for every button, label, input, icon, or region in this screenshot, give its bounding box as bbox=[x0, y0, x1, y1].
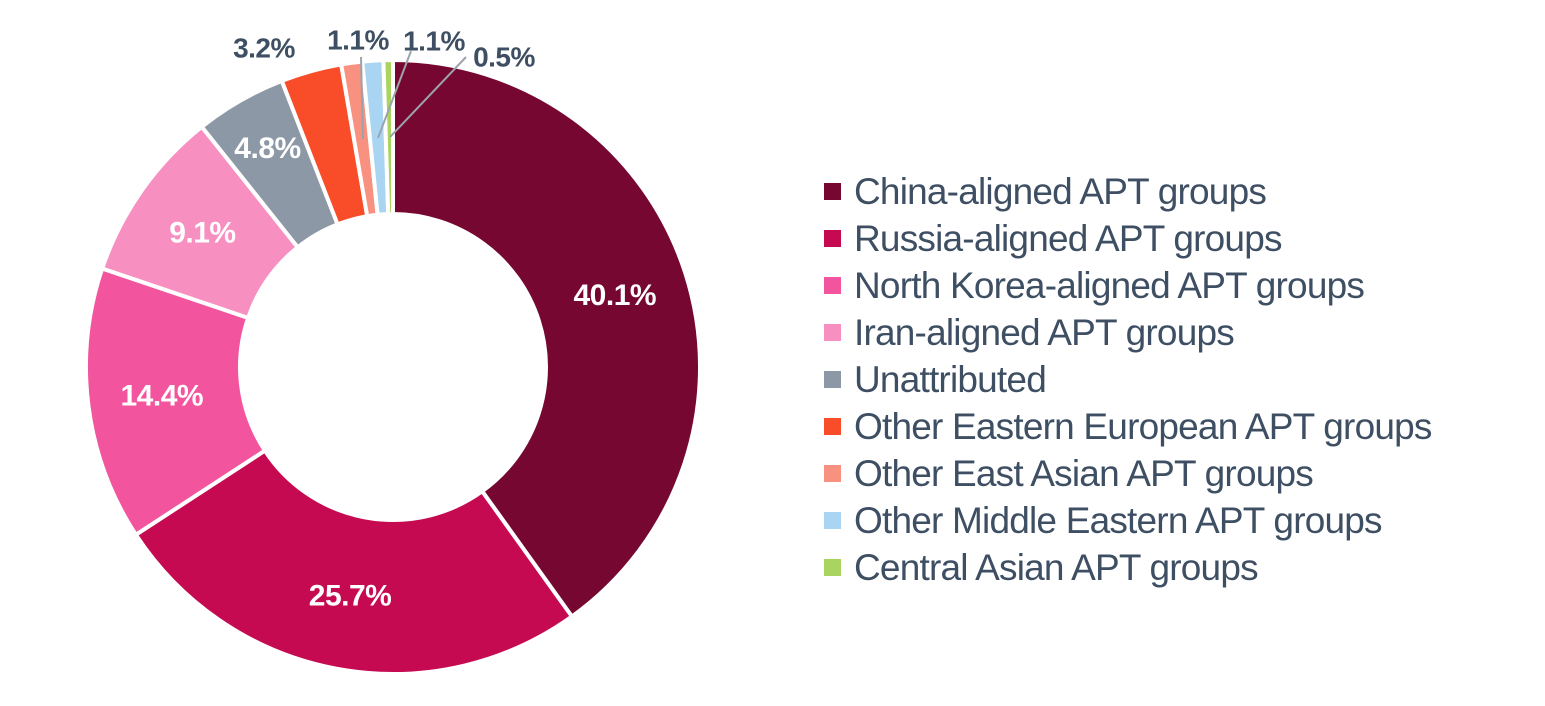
legend-label: Other Eastern European APT groups bbox=[854, 406, 1432, 447]
label-leader-line bbox=[377, 50, 412, 139]
slice-percentage-label: 25.7% bbox=[309, 580, 392, 613]
legend-swatch-icon bbox=[824, 559, 841, 576]
legend-item: Iran-aligned APT groups bbox=[824, 309, 1432, 356]
legend-label: Unattributed bbox=[854, 359, 1047, 400]
slice-percentage-label: 9.1% bbox=[169, 217, 235, 250]
label-leader-line bbox=[389, 56, 467, 138]
legend-swatch-icon bbox=[824, 418, 841, 435]
legend-item: Russia-aligned APT groups bbox=[824, 215, 1432, 262]
slice-percentage-label: 40.1% bbox=[574, 279, 657, 312]
pie-slice bbox=[84, 266, 267, 537]
legend-swatch-icon bbox=[824, 230, 841, 247]
legend-item: Central Asian APT groups bbox=[824, 544, 1432, 591]
legend-label: Other East Asian APT groups bbox=[854, 453, 1314, 494]
legend-swatch-icon bbox=[824, 512, 841, 529]
legend-item: Other East Asian APT groups bbox=[824, 450, 1432, 497]
slice-percentage-label: 0.5% bbox=[473, 42, 535, 73]
pie-slice bbox=[381, 58, 395, 217]
legend-swatch-icon bbox=[824, 465, 841, 482]
legend-swatch-icon bbox=[824, 371, 841, 388]
legend-label: China-aligned APT groups bbox=[854, 171, 1267, 212]
legend-item: Other Eastern European APT groups bbox=[824, 403, 1432, 450]
slice-percentage-label: 3.2% bbox=[233, 33, 295, 64]
slice-percentage-label: 14.4% bbox=[121, 380, 204, 413]
legend-swatch-icon bbox=[824, 324, 841, 341]
legend-label: Iran-aligned APT groups bbox=[854, 312, 1235, 353]
legend-swatch-icon bbox=[824, 277, 841, 294]
legend-item: North Korea-aligned APT groups bbox=[824, 262, 1432, 309]
label-leader-line bbox=[360, 56, 364, 140]
donut-chart: 40.1% 25.7% 14.4% 9.1% 4.8% 3.2% 1.1% 1.1% 0.5% bbox=[84, 25, 703, 676]
pie-slice bbox=[133, 448, 574, 676]
legend-label: North Korea-aligned APT groups bbox=[854, 265, 1365, 306]
legend-label: Russia-aligned APT groups bbox=[854, 218, 1282, 259]
legend-label: Central Asian APT groups bbox=[854, 547, 1259, 588]
legend-item: China-aligned APT groups bbox=[824, 168, 1432, 215]
legend-item: Unattributed bbox=[824, 356, 1432, 403]
chart-legend: China-aligned APT groups Russia-aligned … bbox=[824, 168, 1432, 591]
legend-label: Other Middle Eastern APT groups bbox=[854, 500, 1383, 541]
legend-item: Other Middle Eastern APT groups bbox=[824, 497, 1432, 544]
slice-percentage-label: 1.1% bbox=[403, 26, 465, 57]
slice-percentage-label: 4.8% bbox=[234, 132, 300, 165]
legend-swatch-icon bbox=[824, 183, 841, 200]
pie-slice bbox=[391, 58, 703, 619]
slice-percentage-label: 1.1% bbox=[327, 25, 389, 56]
